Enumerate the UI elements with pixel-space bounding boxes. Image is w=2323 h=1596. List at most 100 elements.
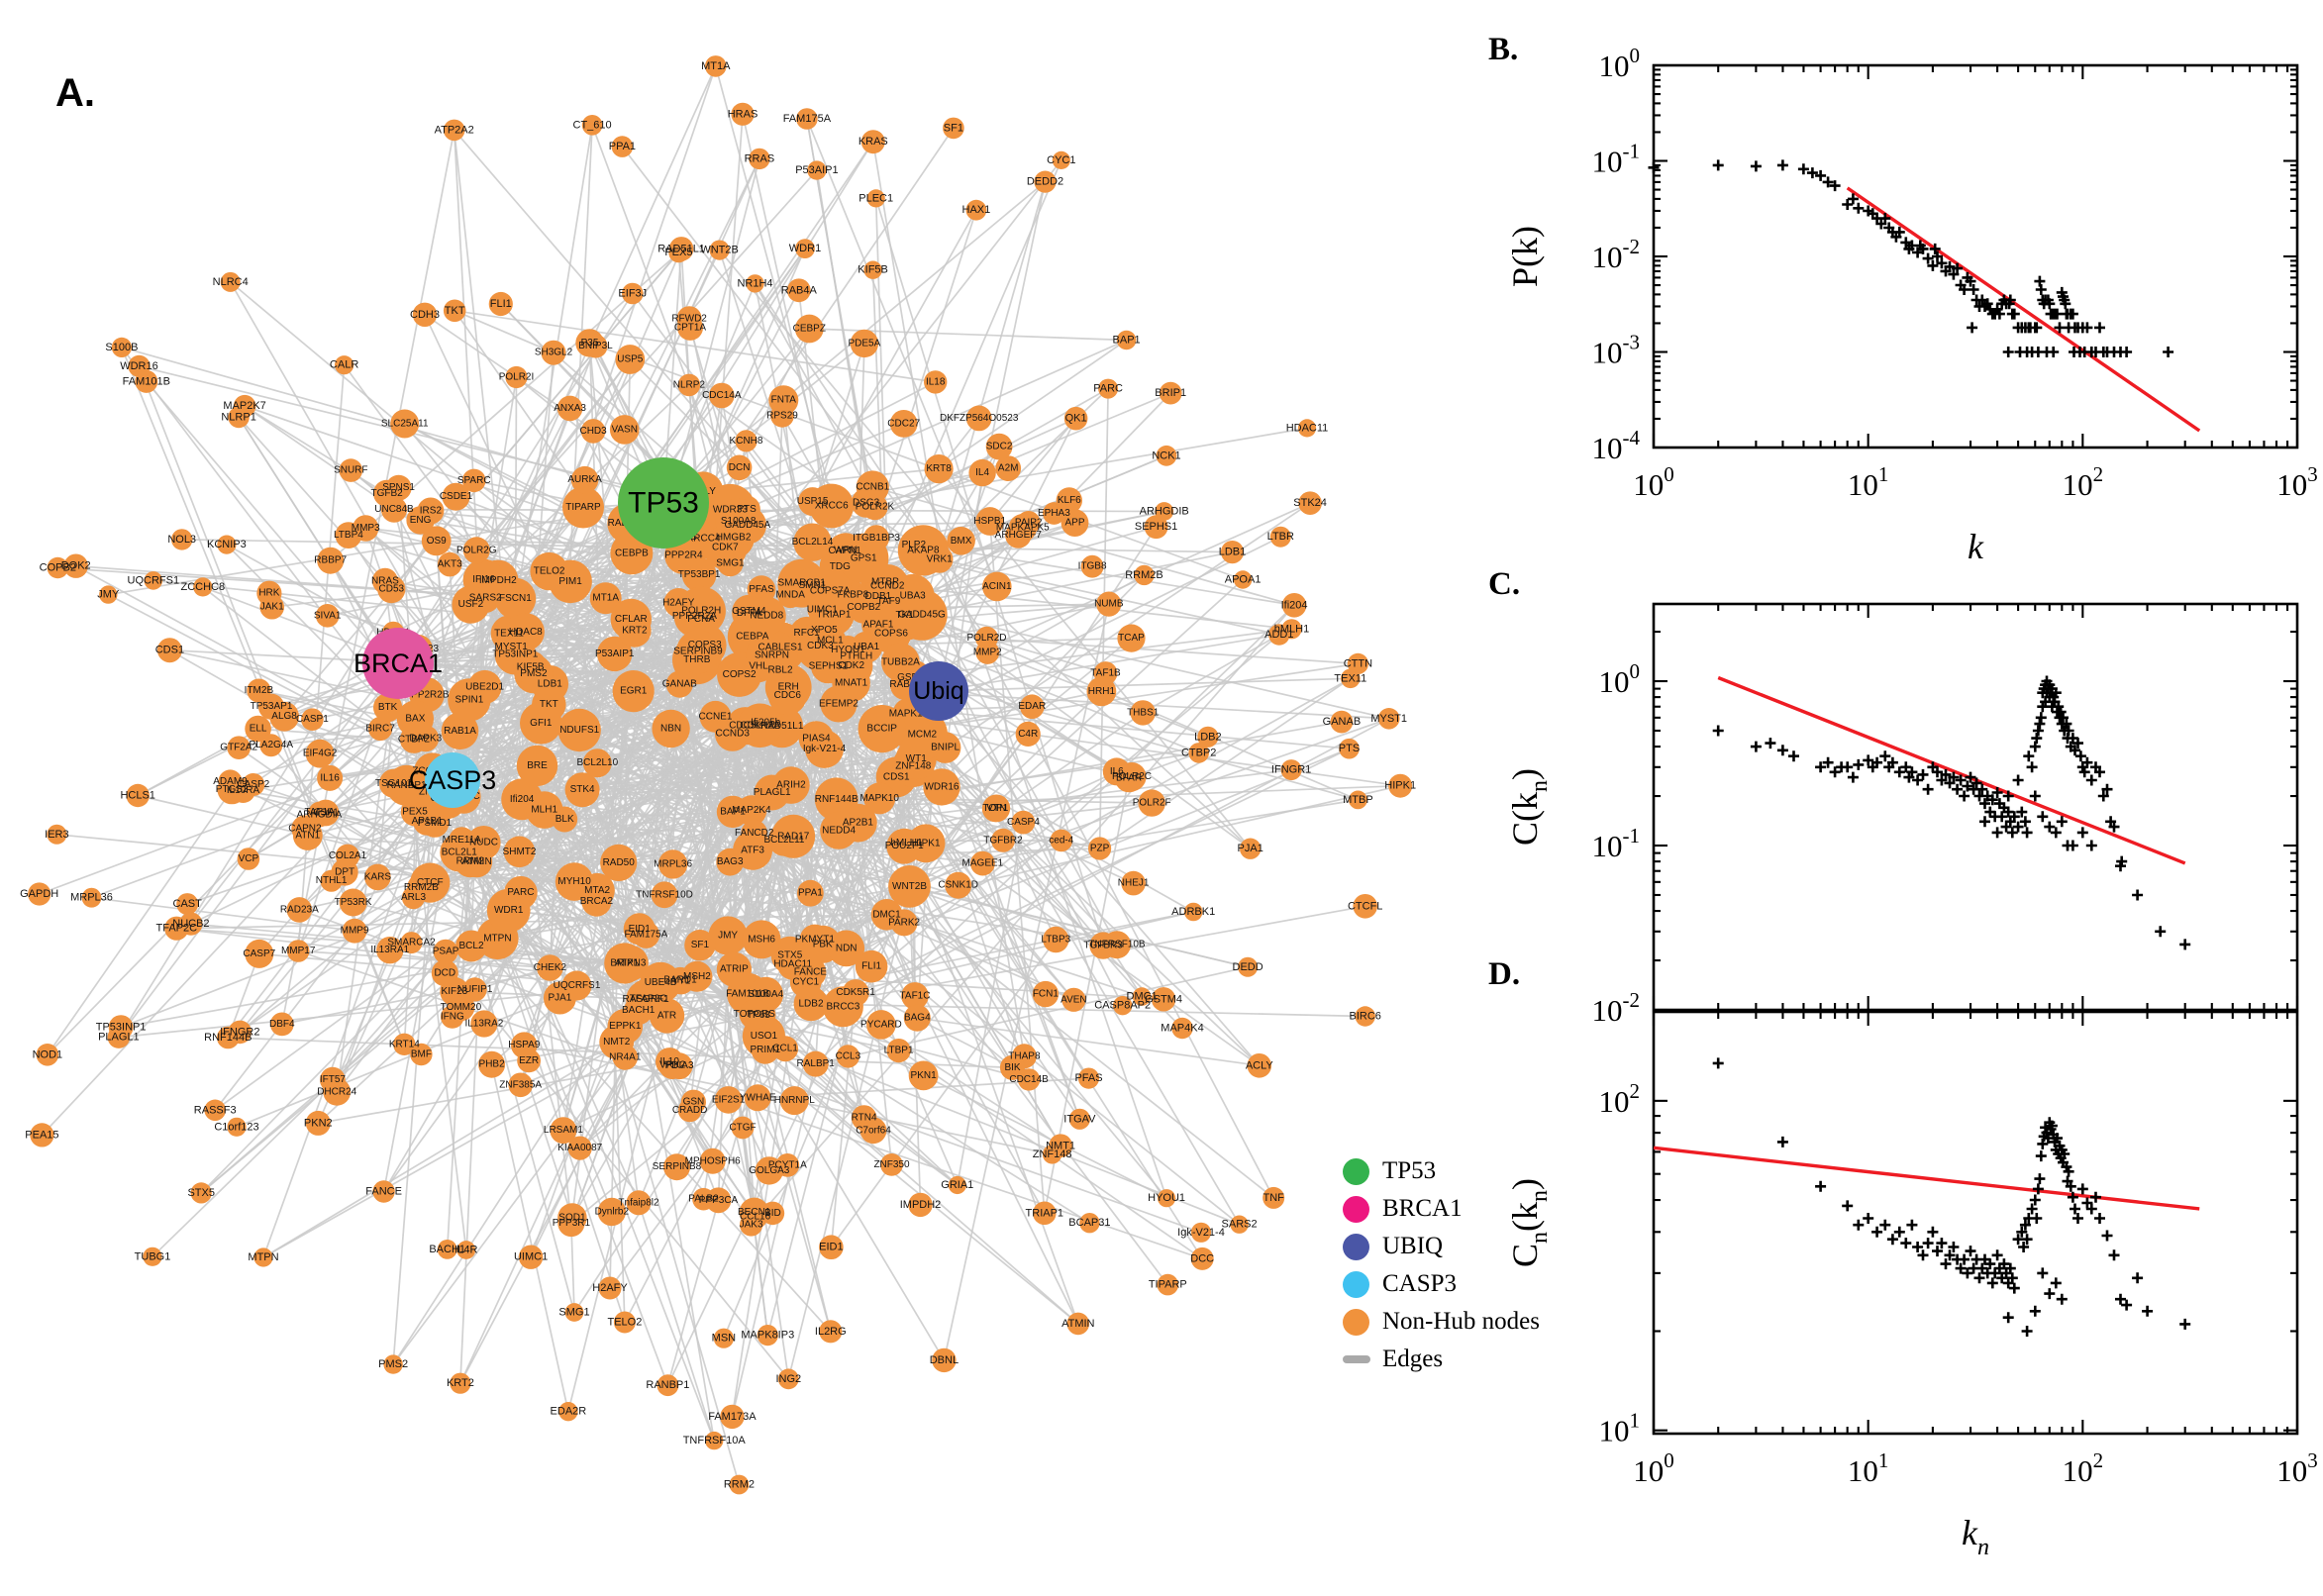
network-node-label: SDC2 <box>986 442 1013 452</box>
network-node-label: PLA2G4A <box>250 740 294 750</box>
network-node-label: UIMC1 <box>514 1251 548 1263</box>
network-node <box>1388 773 1413 798</box>
legend-edge-swatch-icon <box>1343 1355 1370 1363</box>
tick-label: 10-1 <box>1592 824 1641 863</box>
network-node <box>227 1117 247 1137</box>
network-node <box>253 1247 273 1267</box>
network-node <box>190 1182 212 1204</box>
network-node-label: POU2F1 <box>885 841 924 851</box>
network-node-label: THRB <box>683 654 711 665</box>
network-node-label: KRT14 <box>389 1039 420 1049</box>
network-node-label: COPS3 <box>688 640 722 650</box>
network-node <box>47 556 68 579</box>
network-node <box>379 768 409 798</box>
network-node-label: STX5 <box>187 1187 215 1199</box>
network-node-label: UQCRFS1 <box>128 574 180 586</box>
network-node-label: QK1 <box>1065 413 1087 425</box>
network-node-label: PTHLH <box>840 651 872 662</box>
network-node-label: DSG3 <box>853 497 880 508</box>
network-node-label: GPS1 <box>851 552 877 563</box>
network-node-label: IL13RA2 <box>464 1019 503 1030</box>
network-node-label: BCL2L14 <box>792 537 834 548</box>
y-axis-title: P(k) <box>1505 226 1545 287</box>
network-node-label: ZNF148 <box>895 760 932 771</box>
network-node-label: CTBP2 <box>1181 747 1216 758</box>
network-node <box>443 119 465 142</box>
network-node <box>902 534 926 556</box>
network-node-label: FNTA <box>771 395 797 406</box>
network-node <box>795 621 846 671</box>
network-node-label: HCLS1 <box>120 790 154 802</box>
network-node-label: ARHGDIB <box>1140 506 1189 518</box>
network-node-label: IFNGR2 <box>220 1026 259 1038</box>
network-node <box>383 1354 403 1374</box>
network-node <box>705 1431 724 1450</box>
network-node <box>410 1043 433 1066</box>
network-node-label: PFAS <box>1074 1072 1102 1084</box>
network-node-label: GADD45A <box>724 520 770 531</box>
network-node-label: GOLGA3 <box>749 1165 790 1176</box>
network-node-label: USF2 <box>458 599 484 610</box>
network-node-label: FANCE <box>794 967 828 978</box>
network-node <box>452 585 490 624</box>
network-node-label: MTPN <box>248 1251 278 1263</box>
network-node-label: PZP <box>1090 844 1110 854</box>
network-node-label: TGFBR3 <box>1083 941 1123 951</box>
network-node-label: PFAS <box>749 584 774 595</box>
network-node-label: CDH3 <box>410 309 440 321</box>
network-node <box>1034 170 1057 193</box>
network-node-label: SNURF <box>334 465 367 476</box>
legend-item-label: Non-Hub nodes <box>1382 1308 1541 1335</box>
network-node-label: NRAS <box>371 575 399 586</box>
network-node-label: CEBPZ <box>793 324 826 335</box>
network-node-label: ING2 <box>775 1373 801 1385</box>
network-node-label: STX5 <box>777 949 802 960</box>
plot-frame <box>1652 602 2299 1012</box>
network-node-label: PSAP <box>433 947 459 957</box>
network-node <box>176 893 199 916</box>
network-node-label: MAPKAPK5 <box>996 523 1050 534</box>
network-node-label: IMPDH2 <box>900 1199 942 1211</box>
network-node <box>505 365 528 389</box>
network-node-label: RASGRF1 <box>622 994 669 1005</box>
network-node-label: CDC6 <box>774 690 802 701</box>
network-node-label: DOK2 <box>61 560 91 572</box>
network-node-label: HRAS <box>728 108 758 120</box>
network-node <box>437 1240 457 1259</box>
network-node <box>581 115 603 136</box>
network-node-label: NLRP2 <box>673 379 706 390</box>
network-node <box>217 1026 240 1049</box>
network-node-label: EIF3J <box>618 288 647 300</box>
scatter-points <box>1712 675 2191 950</box>
network-node-label: NMT1 <box>1046 1140 1075 1151</box>
network-node-label: PPP3R1 <box>553 1218 591 1229</box>
network-node <box>376 937 404 964</box>
network-node-label: PPP2R2A <box>672 611 717 622</box>
network-node <box>886 1039 911 1063</box>
network-node-label: CTCFL <box>1348 900 1382 912</box>
network-node-label: Dynlrb2 <box>595 1207 630 1218</box>
network-node-label: S100A8 <box>721 516 757 527</box>
network-node <box>744 1084 771 1112</box>
network-node <box>1341 668 1361 689</box>
network-node-label: IL6 <box>1110 766 1124 777</box>
network-node <box>525 791 563 829</box>
y-axis-title: Cn(kn) <box>1505 1178 1553 1267</box>
network-node-label: VHL <box>749 660 768 671</box>
network-node-label: BNIP3L <box>578 341 613 351</box>
network-node <box>1063 406 1088 431</box>
network-node-label: LTBP1 <box>884 1046 914 1056</box>
network-node-label: SHMT2 <box>503 847 537 857</box>
network-node <box>455 930 487 962</box>
x-axis-title: kn <box>1962 1513 1989 1560</box>
network-node-label: KRT2 <box>622 626 648 637</box>
network-node <box>478 1050 506 1078</box>
network-node-label: TNFRSF10B <box>1088 940 1146 950</box>
network-node-label: MAP2K4 <box>732 805 771 816</box>
network-node-label: ZNF148 <box>1033 1148 1072 1160</box>
network-node-label: BLK <box>556 814 574 825</box>
network-node-label: MRE11A <box>443 835 482 846</box>
network-node-label: MNDA <box>775 590 805 601</box>
network-node <box>1056 487 1083 514</box>
network-node-label: COPS2 <box>723 669 757 680</box>
